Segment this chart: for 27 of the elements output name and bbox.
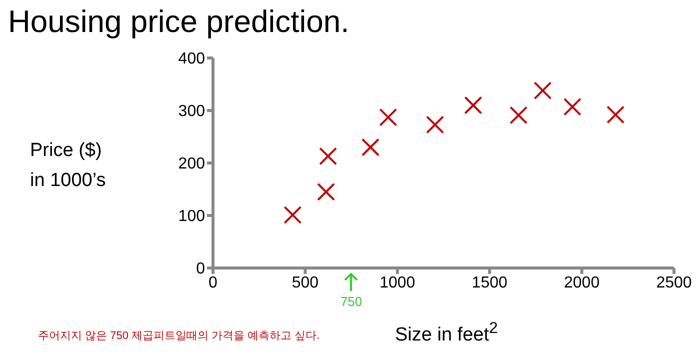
point bbox=[606, 106, 625, 124]
point bbox=[284, 206, 302, 224]
text: 750 bbox=[339, 294, 364, 309]
point bbox=[534, 82, 552, 100]
y-tick-label: 100 bbox=[178, 208, 206, 226]
x-tick-label: 2000 bbox=[564, 274, 600, 292]
x-tick-label: 0 bbox=[208, 274, 218, 292]
x-tick-label: 500 bbox=[292, 274, 319, 292]
point bbox=[510, 106, 528, 124]
point bbox=[317, 182, 336, 201]
chart-title: Housing price prediction. bbox=[8, 4, 350, 40]
y-tick-label: 200 bbox=[178, 156, 206, 173]
x-tick-label: 1000 bbox=[380, 274, 416, 292]
point bbox=[319, 147, 338, 166]
y-tick-label: 400 bbox=[178, 50, 206, 68]
point bbox=[379, 108, 398, 126]
y-tick-label: 0 bbox=[196, 260, 206, 278]
point bbox=[426, 116, 444, 134]
x-axis-title: Size in feet$^{2}$ bbox=[395, 320, 498, 346]
point bbox=[563, 98, 582, 116]
x-tick-label: 1500 bbox=[472, 274, 508, 292]
point bbox=[361, 138, 380, 156]
y-axis-title: Price ($) in 1000’s bbox=[30, 139, 106, 193]
x-tick-label: 2500 bbox=[656, 274, 692, 292]
text: 주어지지 않은 750 제곱피트일때의 가격을 예측하고 싶다. bbox=[38, 329, 320, 343]
point bbox=[464, 96, 482, 114]
y-tick-label: 300 bbox=[178, 103, 206, 120]
